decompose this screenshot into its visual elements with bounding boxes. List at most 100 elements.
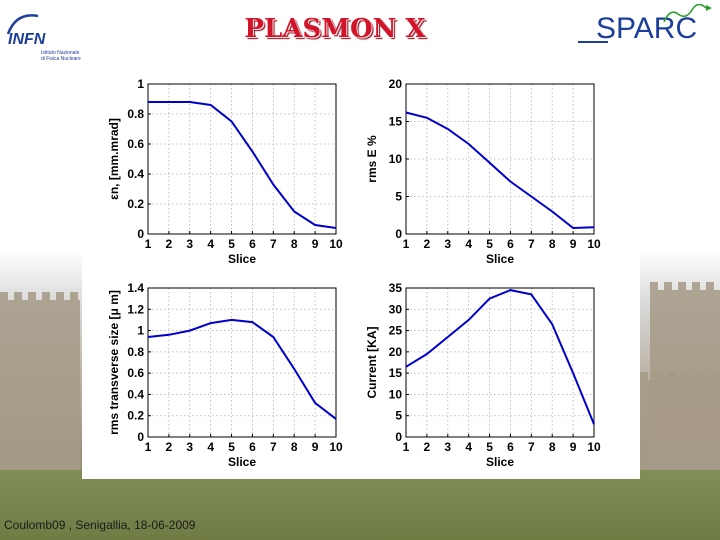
x-tick-label: 6 xyxy=(507,440,514,454)
x-tick-label: 2 xyxy=(166,237,173,251)
x-tick-label: 9 xyxy=(570,237,577,251)
sparc-logo-text: SPARC xyxy=(596,12,697,45)
series-line xyxy=(148,101,337,229)
castle-tower-left xyxy=(0,292,80,480)
y-tick-label: 15 xyxy=(389,115,403,129)
y-tick-label: 1.2 xyxy=(127,302,144,316)
x-tick-label: 7 xyxy=(270,237,277,251)
x-tick-label: 2 xyxy=(166,440,173,454)
x-axis-label: Slice xyxy=(486,252,514,266)
x-tick-label: 7 xyxy=(270,440,277,454)
y-tick-label: 0.6 xyxy=(127,366,144,380)
y-axis-label: εn, [mm.mrad] xyxy=(107,118,121,200)
y-tick-label: 5 xyxy=(395,409,402,423)
y-tick-label: 0.6 xyxy=(127,137,144,151)
y-tick-label: 20 xyxy=(389,77,403,91)
plot-area xyxy=(148,288,336,437)
x-tick-label: 4 xyxy=(465,440,472,454)
y-axis-label: Current [KA] xyxy=(365,327,379,399)
x-tick-label: 5 xyxy=(228,440,235,454)
x-tick-label: 2 xyxy=(424,440,431,454)
x-tick-label: 9 xyxy=(312,237,319,251)
y-tick-label: 0 xyxy=(395,430,402,444)
y-axis-label: rms transverse size [μ m] xyxy=(107,290,121,435)
x-tick-label: 4 xyxy=(465,237,472,251)
y-tick-label: 5 xyxy=(395,190,402,204)
x-tick-label: 3 xyxy=(186,237,193,251)
x-tick-label: 3 xyxy=(444,440,451,454)
series-line xyxy=(147,318,337,420)
x-tick-label: 1 xyxy=(403,237,410,251)
x-tick-label: 8 xyxy=(549,440,556,454)
plot-area xyxy=(148,84,336,234)
x-tick-label: 4 xyxy=(207,440,214,454)
x-tick-label: 10 xyxy=(587,440,601,454)
grass-field xyxy=(0,470,720,540)
x-axis-label: Slice xyxy=(486,455,514,469)
plot-area xyxy=(406,288,594,437)
x-tick-label: 9 xyxy=(312,440,319,454)
y-tick-label: 0 xyxy=(395,227,402,241)
y-tick-label: 15 xyxy=(389,366,403,380)
series-line xyxy=(405,289,595,425)
figure-panel: 1 2 3 4 5 6 7 8 9 10 0 0.2 0.4 0.6 0.8 1 Slice εn, [mm.mr… xyxy=(82,62,640,479)
x-axis-label: Slice xyxy=(228,252,256,266)
footer-text: Coulomb09 , Senigallia, 18-06-2009 xyxy=(4,518,196,532)
y-tick-label: 0.8 xyxy=(127,107,144,121)
infn-logo-text: INFN xyxy=(8,31,46,48)
x-tick-label: 7 xyxy=(528,237,535,251)
y-tick-label: 0 xyxy=(137,227,144,241)
x-tick-label: 7 xyxy=(528,440,535,454)
infn-logo-sub2: di Fisica Nucleare xyxy=(41,56,81,62)
slide-title: PLASMON X xyxy=(244,14,426,44)
y-tick-label: 10 xyxy=(389,152,403,166)
y-tick-label: 0.8 xyxy=(127,345,144,359)
x-tick-label: 6 xyxy=(249,237,256,251)
x-tick-label: 3 xyxy=(444,237,451,251)
x-tick-label: 6 xyxy=(249,440,256,454)
y-tick-label: 25 xyxy=(389,324,403,338)
x-tick-label: 1 xyxy=(145,237,152,251)
y-tick-label: 1 xyxy=(137,77,144,91)
axes-frame xyxy=(147,83,337,235)
castle-wall-right xyxy=(640,372,720,480)
x-tick-label: 8 xyxy=(291,440,298,454)
x-tick-label: 10 xyxy=(587,237,601,251)
y-tick-label: 0 xyxy=(137,430,144,444)
infn-logo-sub1: Istituto Nazionale xyxy=(41,50,80,56)
x-tick-label: 2 xyxy=(424,237,431,251)
x-axis-label: Slice xyxy=(228,455,256,469)
x-tick-label: 6 xyxy=(507,237,514,251)
axes-frame xyxy=(405,287,595,438)
y-tick-label: 35 xyxy=(389,281,403,295)
infn-logo-icon: INFN Istituto Nazionale di Fisica Nuclea… xyxy=(2,8,87,62)
x-tick-label: 1 xyxy=(145,440,152,454)
y-tick-label: 30 xyxy=(389,302,403,316)
x-tick-label: 10 xyxy=(329,440,343,454)
y-tick-label: 20 xyxy=(389,345,403,359)
series-line xyxy=(405,111,595,230)
y-tick-label: 1.4 xyxy=(127,281,144,295)
x-tick-label: 3 xyxy=(186,440,193,454)
y-tick-label: 0.2 xyxy=(127,197,144,211)
chart-3: 1 2 3 4 5 6 7 8 9 1000.20.40.60.811.21.4Slicerms … xyxy=(107,281,343,469)
x-tick-label: 4 xyxy=(207,237,214,251)
x-tick-label: 5 xyxy=(228,237,235,251)
x-tick-label: 5 xyxy=(486,237,493,251)
axes-frame xyxy=(405,83,595,235)
x-tick-label: 10 xyxy=(329,237,343,251)
y-tick-label: 0.4 xyxy=(127,167,144,181)
axes-frame xyxy=(147,287,337,438)
y-tick-label: 1 xyxy=(137,324,144,338)
sparc-logo-icon: SPARC xyxy=(578,4,712,45)
y-tick-label: 0.4 xyxy=(127,387,144,401)
x-tick-label: 1 xyxy=(403,440,410,454)
y-tick-label: 0.2 xyxy=(127,409,144,423)
y-axis-label: rms E % xyxy=(365,135,379,183)
x-tick-label: 8 xyxy=(291,237,298,251)
x-tick-label: 8 xyxy=(549,237,556,251)
x-tick-label: 5 xyxy=(486,440,493,454)
